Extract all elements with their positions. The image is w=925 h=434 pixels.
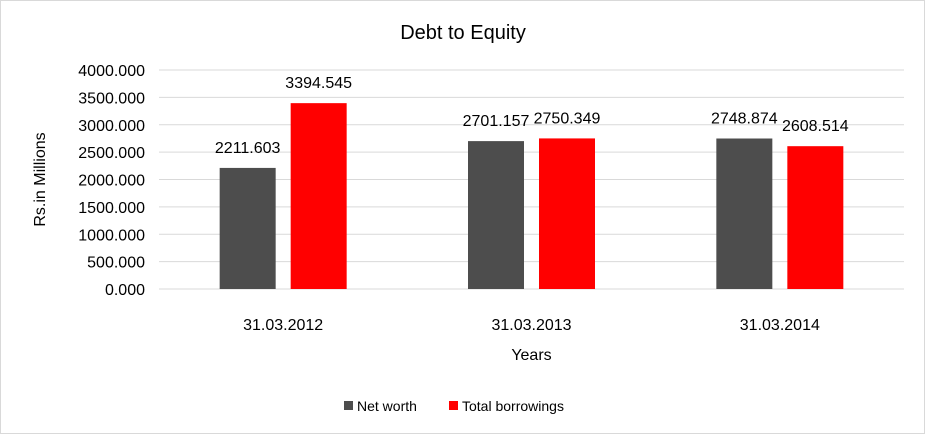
bars: 2211.603 3394.545 2701.157 2750.349 2748.874… [215, 75, 849, 290]
y-tick-label: 1500.000 [78, 200, 145, 217]
y-tick-label: 1000.000 [78, 227, 145, 244]
data-label: 2701.157 [463, 113, 530, 130]
data-label: 2750.349 [534, 110, 601, 127]
data-label: 3394.545 [285, 75, 352, 92]
chart-title: Debt to Equity [400, 22, 526, 44]
y-axis-ticks: 0.000 500.000 1000.000 1500.000 2000.000 2500… [78, 63, 145, 299]
gridlines [159, 69, 904, 290]
y-tick-label: 4000.000 [78, 63, 145, 80]
x-axis-label: Years [511, 347, 551, 364]
legend-swatch [449, 401, 458, 410]
data-label: 2608.514 [782, 118, 849, 135]
bar-net-worth [219, 167, 276, 289]
bar-total-borrowings [787, 146, 844, 289]
y-tick-label: 3500.000 [78, 90, 145, 107]
bar-total-borrowings [290, 103, 347, 290]
legend-label: Net worth [357, 398, 417, 414]
x-tick-label: 31.03.2013 [491, 317, 571, 334]
y-tick-label: 3000.000 [78, 118, 145, 135]
legend: Net worth Total borrowings [344, 398, 564, 414]
data-label: 2748.874 [711, 110, 778, 127]
y-axis-label: Rs.in Millions [32, 132, 49, 226]
bar-net-worth [468, 141, 524, 289]
y-tick-label: 500.000 [87, 255, 145, 272]
x-tick-label: 31.03.2012 [243, 317, 323, 334]
x-axis-ticks: 31.03.2012 31.03.2013 31.03.2014 [243, 317, 820, 334]
y-tick-label: 2500.000 [78, 145, 145, 162]
data-label: 2211.603 [215, 140, 281, 157]
bar-net-worth [716, 138, 773, 289]
y-tick-label: 0.000 [105, 282, 145, 299]
bar-total-borrowings [539, 138, 595, 289]
y-tick-label: 2000.000 [78, 173, 145, 190]
x-tick-label: 31.03.2014 [740, 317, 820, 334]
legend-swatch [344, 401, 353, 410]
legend-label: Total borrowings [462, 398, 564, 414]
